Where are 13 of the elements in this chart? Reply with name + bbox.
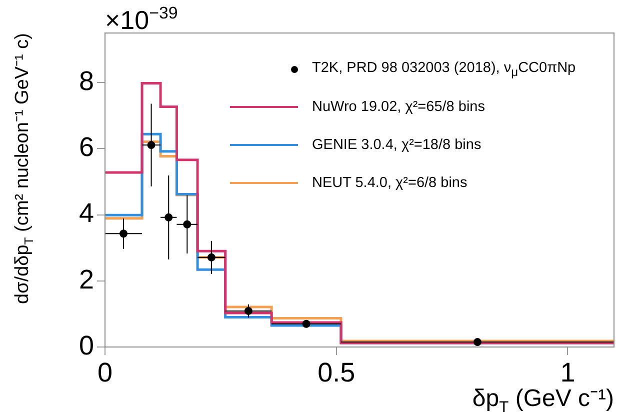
y-tick-label: 6: [78, 132, 94, 162]
x-tick-label: 0.5: [318, 358, 356, 388]
y-tick-label: 2: [78, 264, 94, 294]
legend-label: NuWro 19.02, χ²=65/8 bins: [312, 99, 485, 115]
y-tick-label: 8: [78, 66, 94, 96]
y-axis-title: dσ/dδpT (cm² nucleon⁻¹ GeV⁻¹ c): [12, 32, 36, 304]
x-tick-label: 1: [560, 358, 576, 388]
legend-label: NEUT 5.4.0, χ²=6/8 bins: [312, 175, 468, 191]
x-tick-label: 0: [97, 358, 113, 388]
legend-label: GENIE 3.0.4, χ²=18/8 bins: [312, 137, 482, 153]
legend-label: T2K, PRD 98 032003 (2018), ν$_{μ}$CC0πNp: [312, 60, 576, 78]
y-tick-label: 4: [78, 198, 94, 228]
y-tick-label: 0: [78, 330, 94, 360]
